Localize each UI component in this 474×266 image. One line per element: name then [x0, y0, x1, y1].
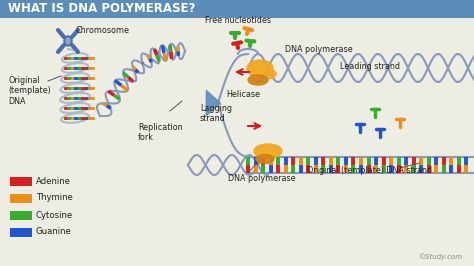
FancyBboxPatch shape — [10, 177, 32, 186]
Text: Original (template) DNA strand: Original (template) DNA strand — [308, 166, 433, 175]
Text: Chromosome: Chromosome — [76, 26, 130, 35]
FancyBboxPatch shape — [0, 0, 474, 18]
Ellipse shape — [66, 38, 70, 44]
FancyBboxPatch shape — [10, 228, 32, 237]
FancyArrowPatch shape — [206, 90, 220, 115]
Text: Lagging
strand: Lagging strand — [200, 103, 232, 123]
Text: Leading strand: Leading strand — [340, 62, 400, 71]
Text: Helicase: Helicase — [226, 90, 260, 99]
Text: Original
(template)
DNA: Original (template) DNA — [8, 76, 51, 106]
Text: DNA polymerase: DNA polymerase — [228, 174, 296, 183]
Ellipse shape — [254, 144, 282, 158]
Text: ©Study.com: ©Study.com — [418, 253, 462, 260]
Text: DNA polymerase: DNA polymerase — [285, 45, 353, 54]
Text: WHAT IS DNA POLYMERASE?: WHAT IS DNA POLYMERASE? — [8, 2, 195, 15]
Ellipse shape — [247, 60, 273, 76]
Ellipse shape — [248, 75, 268, 85]
FancyBboxPatch shape — [10, 194, 32, 203]
Ellipse shape — [64, 36, 72, 46]
Text: Guanine: Guanine — [36, 227, 72, 236]
Text: Adenine: Adenine — [36, 177, 71, 185]
Ellipse shape — [264, 69, 276, 78]
Ellipse shape — [256, 155, 274, 164]
Text: Thymine: Thymine — [36, 193, 73, 202]
Text: Free nucleotides: Free nucleotides — [205, 16, 271, 25]
Text: Cytosine: Cytosine — [36, 210, 73, 219]
FancyBboxPatch shape — [10, 211, 32, 220]
Text: Replication
fork: Replication fork — [138, 123, 182, 142]
